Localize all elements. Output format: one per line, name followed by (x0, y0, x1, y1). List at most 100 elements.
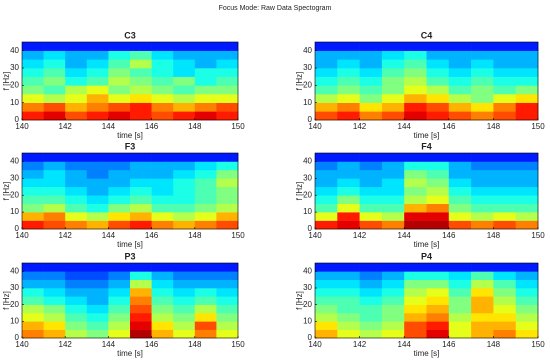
x-axis-label: time [s] (414, 131, 440, 140)
heatmap-cell (216, 288, 239, 297)
axes-frame (21, 262, 239, 339)
y-tick-label: 0 (308, 115, 313, 124)
heatmap-cell (448, 153, 472, 162)
heatmap-cell (381, 102, 405, 112)
heatmap-cell (448, 102, 472, 112)
heatmap-cell (426, 68, 450, 77)
heatmap-cell (359, 203, 383, 213)
heatmap-cell (65, 94, 88, 103)
heatmap-cell (22, 288, 44, 297)
heatmap-cell (151, 85, 174, 95)
heatmap-cell (65, 169, 88, 179)
heatmap-cell (194, 111, 217, 121)
heatmap-cell (130, 296, 152, 305)
heatmap-cell (65, 186, 88, 196)
heatmap-cell (151, 50, 174, 60)
heatmap-cell (22, 212, 44, 221)
heatmap-cell (426, 321, 450, 330)
heatmap-cell (194, 212, 217, 221)
heatmap-cell (130, 329, 152, 339)
y-tick-label: 20 (10, 300, 19, 309)
heatmap-cell (359, 321, 383, 330)
heatmap-cell (337, 321, 360, 330)
heatmap-cell (65, 59, 88, 69)
heatmap-cell (515, 271, 539, 280)
heatmap-cell (216, 42, 239, 51)
heatmap-cell (337, 161, 360, 171)
heatmap-cell (315, 50, 338, 60)
heatmap-cell (216, 279, 239, 289)
heatmap-cell (515, 288, 539, 297)
panel-title: F4 (421, 141, 432, 151)
heatmap-cell (86, 76, 109, 86)
heatmap-cell (359, 85, 383, 95)
heatmap-cell (515, 153, 539, 162)
heatmap-cell (381, 296, 405, 305)
heatmap-cell (381, 50, 405, 60)
heatmap-cell (130, 203, 152, 213)
heatmap-cell (86, 329, 109, 339)
heatmap-cell (108, 186, 131, 196)
heatmap-cell (337, 68, 360, 77)
heatmap-cell (108, 329, 131, 339)
heatmap-cell (337, 271, 360, 280)
heatmap-cell (359, 50, 383, 60)
heatmap-cell (22, 59, 44, 69)
heatmap-cell (65, 329, 88, 339)
heatmap-cell (337, 313, 360, 322)
heatmap-cell (22, 94, 44, 103)
heatmap-cell (22, 102, 44, 112)
heatmap-cell (337, 279, 360, 289)
y-tick-label: 20 (303, 190, 312, 199)
heatmap-cell (151, 203, 174, 213)
heatmap-cell (426, 94, 450, 103)
heatmap-cell (151, 169, 174, 179)
heatmap-cell (493, 76, 516, 86)
heatmap-cell (130, 263, 152, 272)
heatmap-cell (151, 220, 174, 230)
heatmap-cell (448, 271, 472, 280)
heatmap-cell (173, 304, 196, 314)
heatmap-cell (448, 220, 472, 230)
heatmap-cell (43, 102, 66, 112)
x-tick-label: 140 (15, 122, 29, 131)
y-tick-label: 10 (10, 207, 19, 216)
heatmap-cell (471, 59, 494, 69)
heatmap-cell (130, 153, 152, 162)
heatmap-cell (337, 94, 360, 103)
heatmap-cell (173, 50, 196, 60)
heatmap-cell (173, 186, 196, 196)
heatmap-cell (65, 178, 88, 188)
heatmap-cell (43, 195, 66, 204)
heatmap-cell (404, 111, 427, 121)
heatmap-cell (65, 42, 88, 51)
heatmap-cell (359, 153, 383, 162)
heatmap-cell (404, 169, 427, 179)
heatmap-cell (216, 94, 239, 103)
heatmap-cell (426, 178, 450, 188)
heatmap-cell (151, 102, 174, 112)
heatmap-cell (381, 220, 405, 230)
heatmap-cell (43, 76, 66, 86)
heatmap-cell (493, 50, 516, 60)
heatmap-cell (173, 321, 196, 330)
heatmap-cell (22, 111, 44, 121)
heatmap-cell (515, 85, 539, 95)
heatmap-cell (493, 279, 516, 289)
heatmap-cell (515, 220, 539, 230)
heatmap-cell (426, 169, 450, 179)
heatmap-cell (471, 111, 494, 121)
y-tick-label: 20 (10, 80, 19, 89)
heatmap-cell (108, 321, 131, 330)
heatmap-cell (65, 263, 88, 272)
heatmap-cell (65, 212, 88, 221)
heatmap-cell (493, 220, 516, 230)
y-tick-label: 40 (303, 157, 312, 166)
heatmap-cell (493, 94, 516, 103)
heatmap-cell (43, 111, 66, 121)
heatmap-cell (216, 102, 239, 112)
heatmap-cell (471, 50, 494, 60)
x-tick-label: 150 (231, 231, 245, 240)
heatmap-cell (515, 68, 539, 77)
